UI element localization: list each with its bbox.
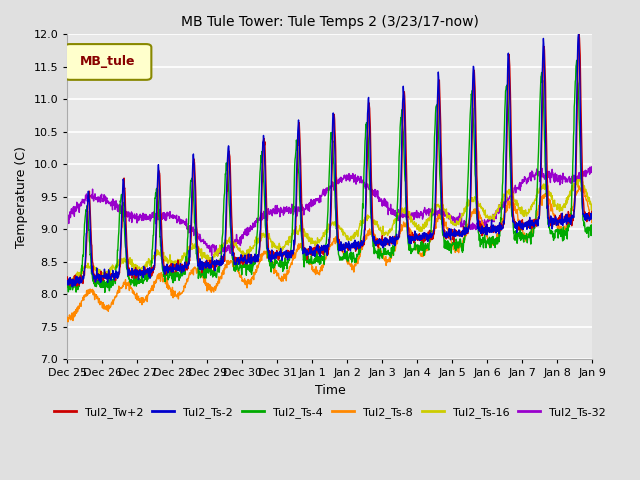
Tul2_Ts-2 bbox=[287, 248, 294, 254]
Tul2_Ts-4 bbox=[126, 279, 134, 285]
Tul2_Ts-16 bbox=[64, 284, 72, 290]
Tul2_Tw+2 bbox=[298, 188, 305, 193]
Tul2_Tw+2 bbox=[363, 184, 371, 190]
Tul2_Ts-8 bbox=[298, 244, 305, 250]
Tul2_Ts-16 bbox=[287, 234, 294, 240]
Tul2_Ts-4 bbox=[63, 279, 71, 285]
Line: Tul2_Ts-8: Tul2_Ts-8 bbox=[67, 186, 593, 322]
Tul2_Ts-16 bbox=[63, 284, 71, 290]
Line: Tul2_Ts-4: Tul2_Ts-4 bbox=[67, 60, 593, 292]
Title: MB Tule Tower: Tule Temps 2 (3/23/17-now): MB Tule Tower: Tule Temps 2 (3/23/17-now… bbox=[181, 15, 479, 29]
Tul2_Ts-32 bbox=[588, 164, 595, 170]
Tul2_Ts-32 bbox=[104, 198, 112, 204]
Line: Tul2_Ts-16: Tul2_Ts-16 bbox=[67, 180, 593, 287]
Tul2_Ts-8 bbox=[589, 215, 596, 220]
Tul2_Ts-16 bbox=[298, 225, 305, 231]
Tul2_Tw+2 bbox=[589, 214, 596, 220]
Tul2_Ts-16 bbox=[126, 259, 134, 265]
Legend: Tul2_Tw+2, Tul2_Ts-2, Tul2_Ts-4, Tul2_Ts-8, Tul2_Ts-16, Tul2_Ts-32: Tul2_Tw+2, Tul2_Ts-2, Tul2_Ts-4, Tul2_Ts… bbox=[49, 402, 611, 422]
Tul2_Ts-32 bbox=[298, 208, 305, 214]
Tul2_Ts-8 bbox=[575, 183, 582, 189]
Tul2_Ts-4 bbox=[307, 260, 315, 266]
Tul2_Ts-2 bbox=[63, 278, 71, 284]
Tul2_Ts-16 bbox=[104, 270, 112, 276]
Tul2_Ts-32 bbox=[63, 217, 71, 223]
Tul2_Ts-16 bbox=[575, 177, 583, 182]
Tul2_Ts-4 bbox=[101, 289, 109, 295]
Tul2_Ts-32 bbox=[307, 199, 315, 205]
Tul2_Ts-2 bbox=[589, 213, 596, 219]
Tul2_Ts-4 bbox=[573, 58, 580, 63]
Tul2_Ts-2 bbox=[68, 284, 76, 290]
Tul2_Ts-4 bbox=[298, 231, 305, 237]
Tul2_Tw+2 bbox=[307, 251, 315, 256]
Tul2_Tw+2 bbox=[575, 32, 583, 37]
Tul2_Ts-8 bbox=[287, 263, 294, 268]
Tul2_Ts-4 bbox=[363, 120, 371, 126]
Y-axis label: Temperature (C): Temperature (C) bbox=[15, 146, 28, 248]
Tul2_Tw+2 bbox=[73, 283, 81, 289]
Line: Tul2_Ts-32: Tul2_Ts-32 bbox=[67, 167, 593, 256]
Tul2_Ts-2 bbox=[363, 158, 371, 164]
Tul2_Ts-8 bbox=[307, 261, 315, 266]
Tul2_Ts-2 bbox=[126, 271, 134, 277]
Tul2_Ts-2 bbox=[575, 32, 582, 37]
Tul2_Ts-32 bbox=[208, 253, 216, 259]
Tul2_Ts-2 bbox=[298, 219, 305, 225]
Tul2_Ts-16 bbox=[589, 208, 596, 214]
X-axis label: Time: Time bbox=[314, 384, 345, 397]
Tul2_Ts-4 bbox=[589, 229, 596, 235]
Tul2_Ts-4 bbox=[104, 277, 112, 283]
Tul2_Ts-8 bbox=[104, 309, 112, 314]
Tul2_Ts-8 bbox=[363, 236, 371, 242]
Tul2_Ts-2 bbox=[307, 248, 315, 254]
Tul2_Ts-32 bbox=[125, 218, 133, 224]
Tul2_Ts-16 bbox=[307, 241, 315, 247]
Tul2_Ts-16 bbox=[363, 214, 371, 219]
Tul2_Ts-32 bbox=[287, 205, 294, 211]
Tul2_Ts-32 bbox=[589, 168, 596, 173]
Line: Tul2_Ts-2: Tul2_Ts-2 bbox=[67, 35, 593, 287]
Tul2_Ts-8 bbox=[64, 319, 72, 324]
Tul2_Tw+2 bbox=[63, 274, 71, 280]
Tul2_Ts-8 bbox=[126, 279, 134, 285]
Text: MB_tule: MB_tule bbox=[80, 56, 136, 69]
FancyBboxPatch shape bbox=[65, 44, 151, 80]
Tul2_Tw+2 bbox=[287, 254, 294, 260]
Tul2_Ts-2 bbox=[104, 272, 112, 277]
Line: Tul2_Tw+2: Tul2_Tw+2 bbox=[67, 35, 593, 286]
Tul2_Ts-4 bbox=[287, 251, 294, 257]
Tul2_Ts-32 bbox=[363, 183, 371, 189]
Tul2_Tw+2 bbox=[104, 275, 112, 280]
Tul2_Tw+2 bbox=[126, 273, 134, 279]
Tul2_Ts-8 bbox=[63, 314, 71, 320]
